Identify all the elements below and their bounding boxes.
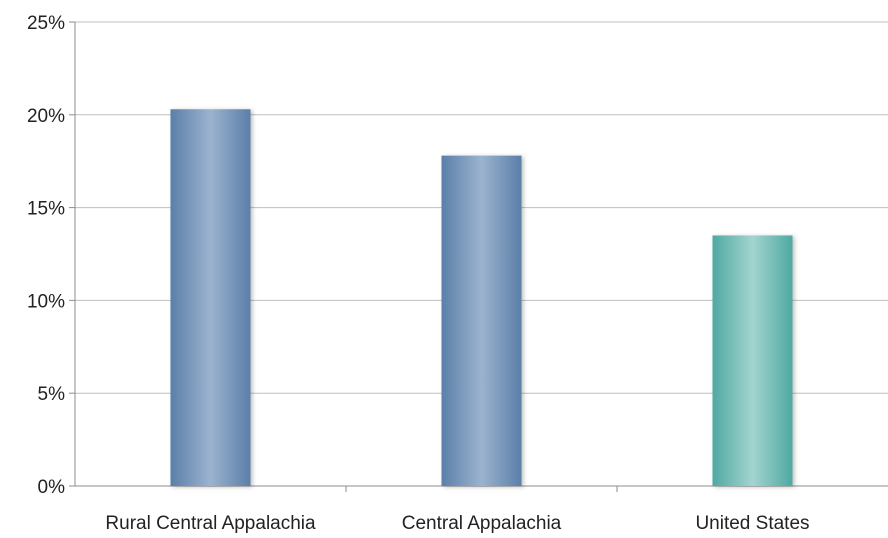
axis-labels: 0% 5% 10% 15% 20% 25% Rural Central Appalachia… — [27, 13, 810, 534]
y-tick-label: 5% — [38, 384, 66, 405]
bar-rural-central-appalachia — [170, 109, 251, 487]
y-tick-label: 25% — [27, 13, 65, 34]
x-tick-label: Rural Central Appalachia — [105, 513, 316, 533]
bar-united-states — [712, 235, 793, 486]
bar-central-appalachia — [441, 155, 522, 486]
y-tick-label: 20% — [27, 106, 65, 127]
x-tick-label: United States — [695, 513, 809, 533]
y-tick-label: 10% — [27, 291, 65, 312]
y-tick-label: 0% — [38, 477, 66, 498]
y-tick-label: 15% — [27, 199, 65, 220]
bars — [170, 109, 793, 487]
x-tick-label: Central Appalachia — [402, 513, 562, 533]
